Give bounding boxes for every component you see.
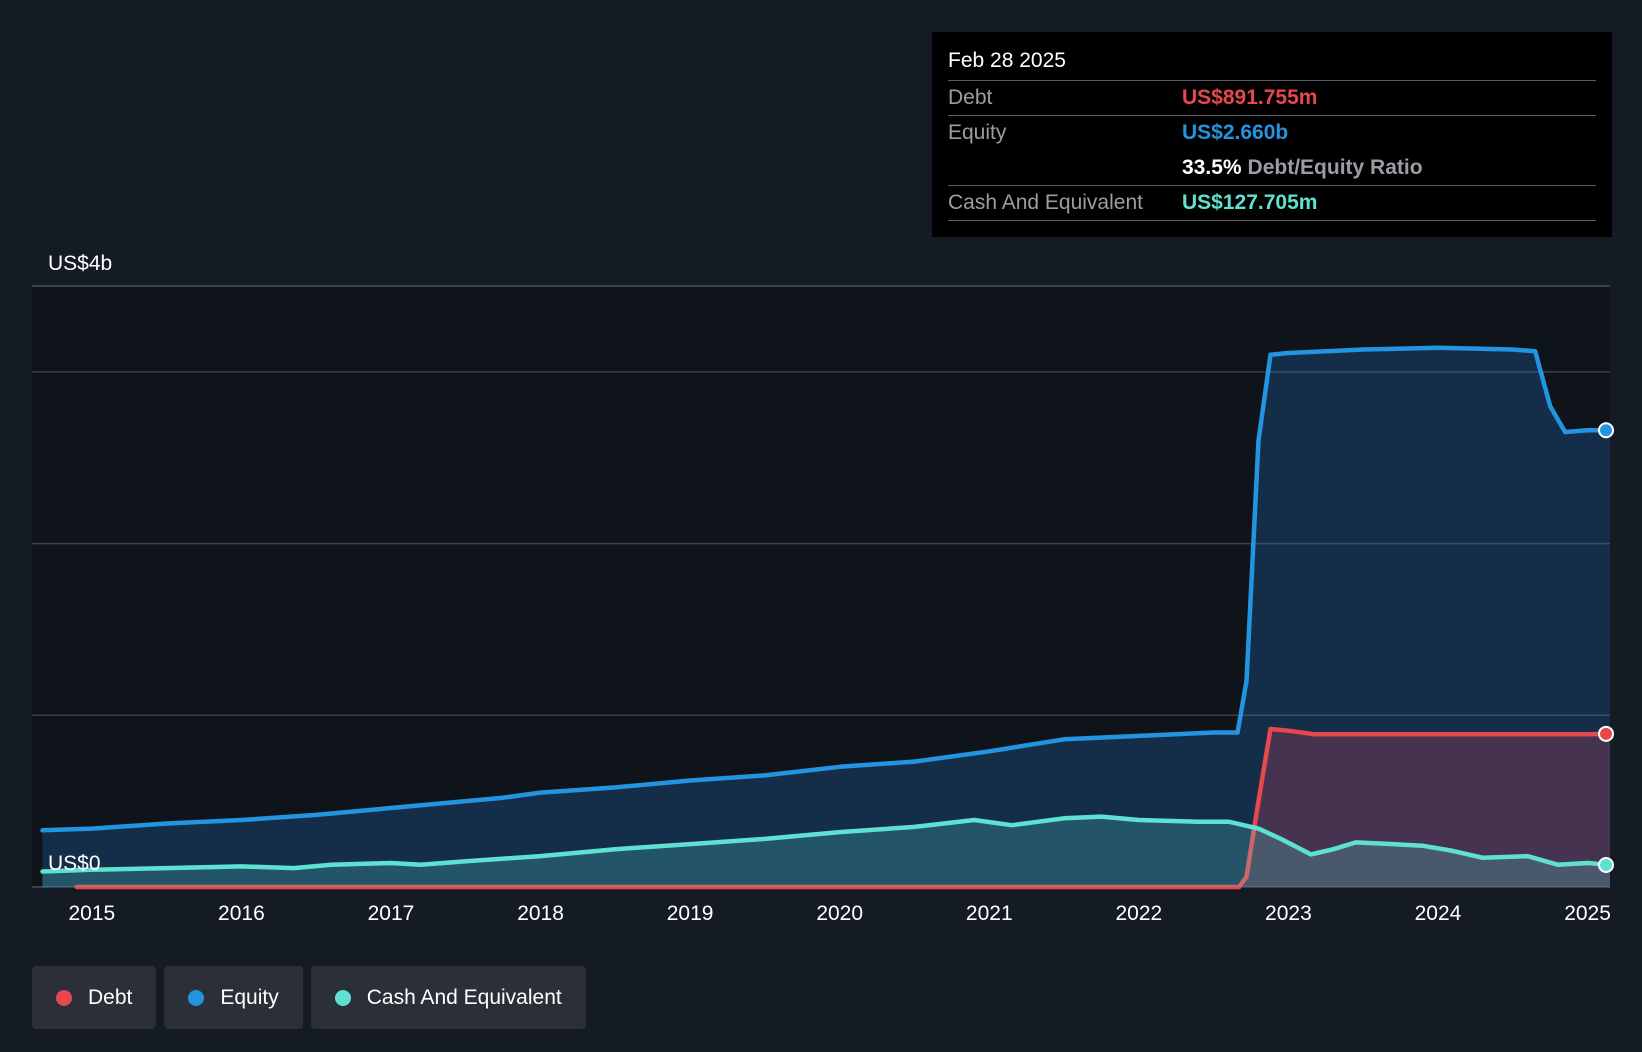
x-tick-label: 2019 bbox=[667, 902, 714, 925]
series-line-cash bbox=[40, 814, 1613, 874]
x-tick-label: 2022 bbox=[1115, 902, 1162, 925]
chart-legend: Debt Equity Cash And Equivalent bbox=[32, 966, 586, 1029]
series-area-cash bbox=[42, 816, 1610, 887]
tooltip-debt-label: Debt bbox=[948, 86, 993, 109]
series-line-equity bbox=[40, 345, 1613, 833]
legend-dot-cash-icon bbox=[334, 989, 351, 1006]
x-tick-label: 2025 bbox=[1564, 902, 1611, 925]
plot-area-shade bbox=[32, 286, 1610, 887]
series-area-equity bbox=[42, 347, 1610, 887]
y-tick-label: US$4b bbox=[48, 252, 112, 275]
tooltip-ratio-label: Debt/Equity Ratio bbox=[1247, 156, 1423, 179]
tooltip-date: Feb 28 2025 bbox=[948, 49, 1066, 72]
end-marker-debt bbox=[1598, 725, 1614, 742]
tooltip-equity-value: US$2.660b bbox=[1182, 121, 1289, 144]
tooltip-debt-value: US$891.755m bbox=[1182, 86, 1318, 109]
y-tick-label: US$0 bbox=[48, 852, 101, 875]
tooltip-ratio-value: 33.5% bbox=[1182, 156, 1242, 179]
tooltip-equity-label: Equity bbox=[948, 121, 1007, 144]
x-tick-label: 2023 bbox=[1265, 902, 1312, 925]
tooltip-cash-label: Cash And Equivalent bbox=[948, 191, 1143, 214]
series-area-debt bbox=[76, 729, 1610, 887]
x-tick-label: 2015 bbox=[68, 902, 115, 925]
tooltip-row-equity: Equity US$2.660b bbox=[948, 115, 1596, 150]
legend-label-equity: Equity bbox=[220, 985, 279, 1009]
end-marker-equity bbox=[1598, 422, 1614, 439]
tooltip-row-ratio: 33.5% Debt/Equity Ratio bbox=[948, 150, 1596, 185]
tooltip-row-cash: Cash And Equivalent US$127.705m bbox=[948, 185, 1596, 221]
x-tick-label: 2021 bbox=[966, 902, 1013, 925]
series-layer bbox=[40, 345, 1613, 890]
legend-label-cash: Cash And Equivalent bbox=[366, 985, 562, 1009]
marker-layer bbox=[1598, 422, 1614, 874]
x-tick-label: 2018 bbox=[517, 902, 564, 925]
tooltip-cash-value: US$127.705m bbox=[1182, 191, 1318, 214]
tooltip-row-debt: Debt US$891.755m bbox=[948, 80, 1596, 115]
legend-item-debt[interactable]: Debt bbox=[32, 966, 157, 1029]
legend-dot-equity-icon bbox=[188, 989, 205, 1006]
x-tick-label: 2024 bbox=[1415, 902, 1462, 925]
x-tick-label: 2020 bbox=[816, 902, 863, 925]
axis-layer: 2015 2016 2017 2018 2019 2020 2021 2022 2023 2024… bbox=[48, 252, 1611, 925]
legend-item-equity[interactable]: Equity bbox=[164, 966, 303, 1029]
series-line-debt bbox=[74, 726, 1613, 890]
legend-item-cash[interactable]: Cash And Equivalent bbox=[310, 966, 586, 1029]
legend-dot-debt-icon bbox=[56, 989, 72, 1006]
tooltip-panel: Feb 28 2025 Debt US$891.755m Equity US$2… bbox=[932, 32, 1612, 237]
legend-label-debt: Debt bbox=[88, 985, 133, 1009]
x-tick-label: 2016 bbox=[218, 902, 265, 925]
x-tick-label: 2017 bbox=[368, 902, 415, 925]
end-marker-cash bbox=[1598, 857, 1614, 874]
